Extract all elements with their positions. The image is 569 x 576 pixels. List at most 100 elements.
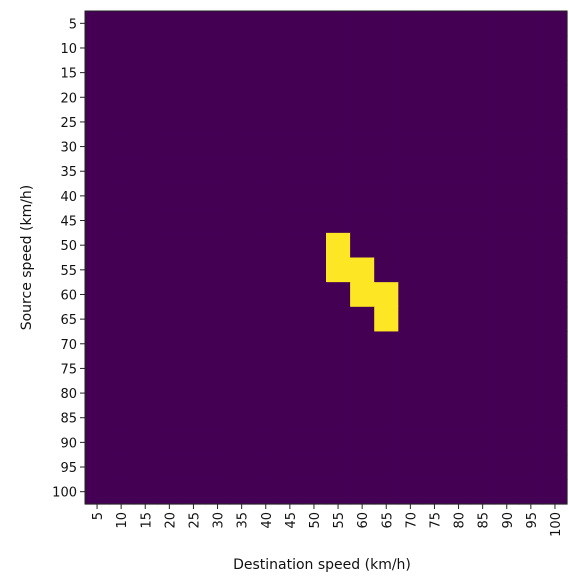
heatmap-cell	[470, 11, 496, 37]
heatmap-cell	[350, 183, 375, 209]
heatmap-cell	[253, 356, 279, 382]
heatmap-cell	[109, 232, 134, 259]
x-tick-label: 70	[404, 512, 419, 529]
heatmap-cell	[205, 158, 231, 185]
heatmap-cell	[542, 331, 568, 357]
heatmap-cell	[518, 232, 544, 259]
heatmap-cell	[205, 306, 231, 333]
heatmap-cell	[229, 158, 255, 185]
heatmap-cell	[470, 208, 496, 234]
heatmap-cell	[181, 35, 207, 61]
heatmap-cell	[350, 282, 375, 308]
heatmap-cell	[253, 183, 279, 209]
heatmap-cell	[109, 282, 134, 308]
heatmap-cell	[85, 109, 110, 135]
heatmap-cell	[446, 331, 472, 357]
heatmap-cell	[374, 430, 399, 456]
heatmap-cell	[85, 356, 110, 382]
heatmap-cell	[229, 109, 255, 135]
heatmap-cell	[470, 356, 496, 382]
heatmap-cell	[518, 479, 544, 505]
heatmap-cell	[133, 306, 158, 333]
x-tick-label: 50	[308, 512, 323, 529]
heatmap-cell	[446, 454, 472, 480]
heatmap-cell	[109, 257, 134, 283]
heatmap-cell	[133, 35, 158, 61]
heatmap-cell	[542, 479, 568, 505]
heatmap-cell	[518, 430, 544, 456]
heatmap-cell	[253, 479, 279, 505]
heatmap-cell	[374, 282, 399, 308]
heatmap-cell	[422, 35, 448, 61]
heatmap-cell	[494, 232, 520, 259]
heatmap-cell	[518, 35, 544, 61]
heatmap-cell	[157, 208, 182, 234]
heatmap-cell	[205, 479, 231, 505]
heatmap-cell	[133, 454, 158, 480]
heatmap-cell	[253, 430, 279, 456]
heatmap-cell	[374, 232, 399, 259]
heatmap-cell	[253, 208, 279, 234]
heatmap-cell	[301, 331, 327, 357]
heatmap-cell	[157, 380, 182, 406]
heatmap-cell	[277, 306, 303, 333]
heatmap-cell	[205, 430, 231, 456]
heatmap-cell	[301, 232, 327, 259]
heatmap-cell	[301, 134, 327, 160]
heatmap-cell	[181, 306, 207, 333]
heatmap-cell	[277, 331, 303, 357]
heatmap-cell	[350, 454, 375, 480]
heatmap-cell	[542, 405, 568, 431]
heatmap-cell	[133, 208, 158, 234]
heatmap-cell	[518, 454, 544, 480]
heatmap-cell	[350, 430, 375, 456]
heatmap-cell	[398, 208, 423, 234]
heatmap-cell	[326, 109, 351, 135]
y-tick-label: 65	[60, 313, 77, 328]
heatmap-cell	[157, 454, 182, 480]
heatmap-cell	[277, 356, 303, 382]
heatmap-cell	[542, 282, 568, 308]
heatmap-cell	[422, 306, 448, 333]
heatmap-cell	[85, 232, 110, 259]
heatmap-cell	[422, 380, 448, 406]
heatmap-cell	[398, 257, 423, 283]
y-tick-label: 75	[60, 362, 77, 377]
heatmap-cell	[157, 232, 182, 259]
heatmap-cell	[181, 331, 207, 357]
heatmap-cell	[326, 454, 351, 480]
heatmap-cell	[133, 109, 158, 135]
heatmap-cell	[277, 380, 303, 406]
heatmap-cell	[133, 479, 158, 505]
x-tick-label: 80	[453, 512, 468, 529]
heatmap-cell	[470, 183, 496, 209]
x-tick-label: 10	[115, 512, 130, 529]
heatmap-cell	[374, 109, 399, 135]
heatmap-cell	[181, 84, 207, 111]
heatmap-cell	[350, 306, 375, 333]
heatmap-cell	[205, 232, 231, 259]
heatmap-cell	[301, 257, 327, 283]
heatmap-cell	[494, 84, 520, 111]
heatmap-cell	[109, 430, 134, 456]
heatmap-cell	[133, 183, 158, 209]
heatmap-cell	[446, 257, 472, 283]
heatmap-cell	[374, 380, 399, 406]
heatmap-cell	[277, 109, 303, 135]
heatmap-cell	[85, 430, 110, 456]
heatmap-cell	[542, 11, 568, 37]
heatmap-cell	[374, 356, 399, 382]
heatmap-cell	[301, 109, 327, 135]
heatmap-cell	[542, 232, 568, 259]
heatmap-cell	[253, 306, 279, 333]
heatmap-cell	[109, 35, 134, 61]
heatmap-cell	[277, 430, 303, 456]
heatmap-cell	[85, 380, 110, 406]
heatmap-cell	[181, 380, 207, 406]
heatmap-cell	[85, 454, 110, 480]
heatmap-cell	[181, 257, 207, 283]
heatmap-cell	[229, 11, 255, 37]
heatmap-cell	[301, 356, 327, 382]
heatmap-cell	[157, 405, 182, 431]
heatmap-cell	[422, 60, 448, 86]
